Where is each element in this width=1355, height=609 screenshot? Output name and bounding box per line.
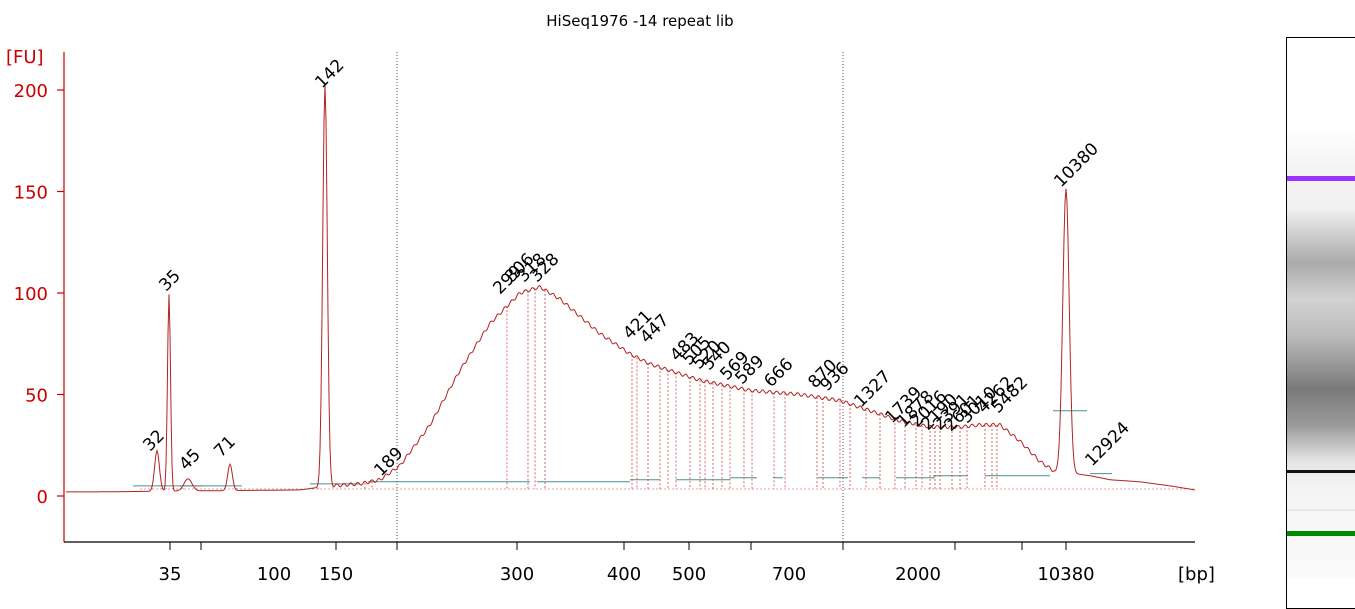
gel-background xyxy=(1287,128,1355,578)
x-tick-label: 2000 xyxy=(895,564,941,585)
y-tick-label: 150 xyxy=(14,183,48,204)
x-tick-label: 150 xyxy=(319,564,353,585)
y-tick-label: 50 xyxy=(25,386,48,407)
peak-label: 35 xyxy=(155,266,184,295)
baseline-segments xyxy=(133,410,1112,487)
peak-label: 666 xyxy=(760,354,797,391)
y-axis-label: [FU] xyxy=(6,47,44,68)
y-tick-label: 200 xyxy=(14,81,48,102)
peak-label: 142 xyxy=(311,55,348,92)
x-axis-label: [bp] xyxy=(1178,564,1215,585)
chart-title: HiSeq1976 -14 repeat lib xyxy=(546,12,733,30)
peak-label: 1327 xyxy=(850,367,895,412)
y-ticks: 0 50 100 150 200 xyxy=(14,81,64,508)
x-tick-label: 300 xyxy=(500,564,534,585)
peak-label: 71 xyxy=(210,432,239,461)
lower-marker-band xyxy=(1287,531,1355,536)
peak-label: 12924 xyxy=(1081,418,1133,470)
sample-band-71 xyxy=(1287,509,1355,511)
x-tick-label: 10380 xyxy=(1037,564,1094,585)
axes xyxy=(63,52,1195,543)
electropherogram-chart: HiSeq1976 -14 repeat lib [FU] [bp] 0 50 10… xyxy=(6,12,1215,585)
peak-label: 45 xyxy=(175,445,204,474)
x-tick-label: 35 xyxy=(159,564,182,585)
peak-label: 10380 xyxy=(1050,139,1102,191)
upper-marker-band xyxy=(1287,176,1355,181)
x-tick-label: 700 xyxy=(772,564,806,585)
sample-band-142 xyxy=(1287,470,1355,473)
y-tick-label: 0 xyxy=(37,487,48,508)
x-ticks: 35 100 150 300 400 500 700 2000 10380 xyxy=(159,542,1095,585)
gel-lane xyxy=(1286,37,1355,609)
electropherogram-trace xyxy=(66,84,1196,493)
x-tick-label: 400 xyxy=(607,564,641,585)
y-tick-label: 100 xyxy=(14,284,48,305)
x-tick-label: 500 xyxy=(672,564,706,585)
x-tick-label: 100 xyxy=(257,564,291,585)
peak-label: 32 xyxy=(139,426,168,455)
peak-label: 189 xyxy=(370,443,407,480)
peak-dropdown-lines xyxy=(140,288,1195,490)
